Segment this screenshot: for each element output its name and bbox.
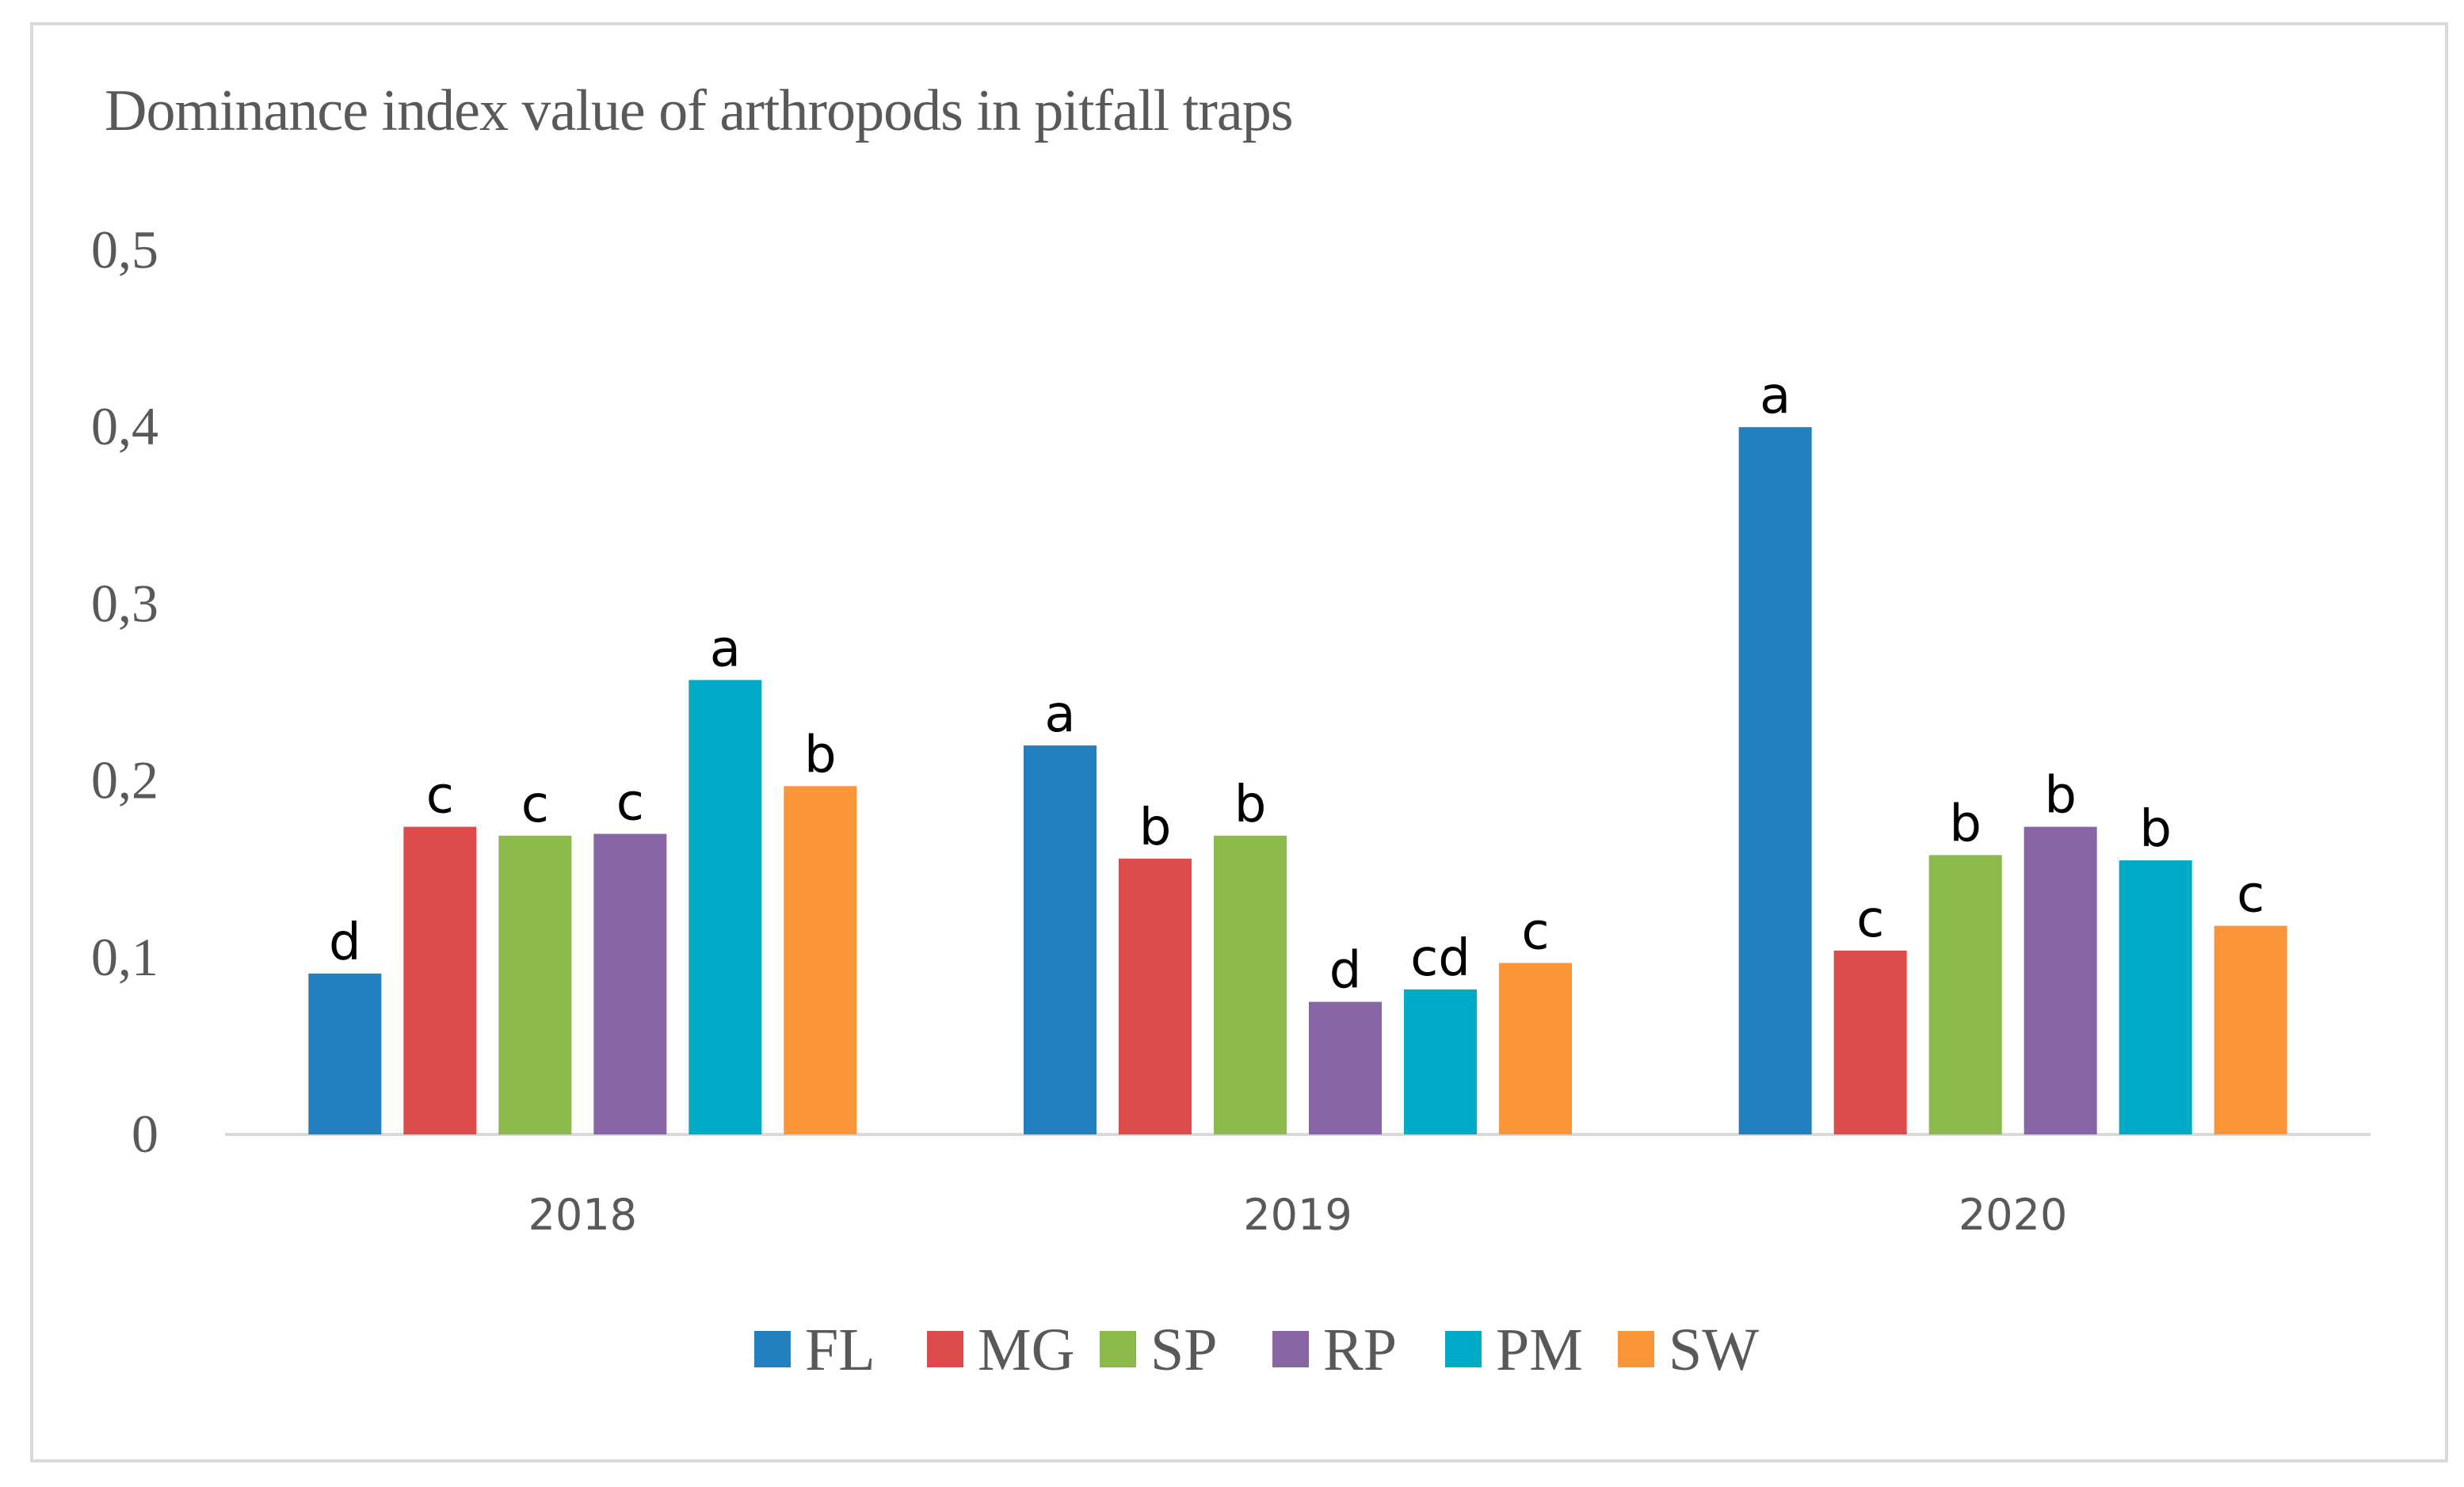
bar-rp-2020 [2023,826,2097,1134]
data-label: b [804,726,837,784]
x-tick-label: 2020 [1959,1190,2067,1240]
bar-fl-2020 [1738,427,1812,1134]
data-label: c [1856,890,1884,949]
data-label: d [1329,942,1362,1001]
y-tick-label: 0 [132,1104,158,1164]
bar-fl-2018 [308,973,382,1134]
x-tick-label: 2018 [528,1190,637,1240]
x-tick-label: 2019 [1243,1190,1352,1240]
data-label: d [329,913,361,972]
data-label: a [1760,367,1791,425]
bar-mg-2020 [1833,950,1907,1134]
data-label: b [2139,800,2172,859]
data-label: a [1044,685,1075,744]
data-label: b [1139,799,1172,857]
data-label: b [1949,795,1981,853]
legend-label-rp: RP [1323,1317,1397,1383]
chart-title: Dominance index value of arthropods in p… [105,78,1294,143]
bar-sw-2019 [1499,963,1572,1134]
bar-rp-2018 [593,833,667,1134]
bar-sp-2018 [498,835,572,1134]
legend-swatch-sw [1618,1331,1654,1367]
legend-label-fl: FL [805,1317,875,1383]
data-label: c [426,767,454,825]
legend-label-sp: SP [1150,1317,1218,1383]
data-label: c [521,776,549,834]
bar-mg-2018 [403,826,477,1134]
legend-label-pm: PM [1496,1317,1583,1383]
y-tick-label: 0,2 [91,750,158,810]
legend-swatch-fl [754,1331,791,1367]
bar-sp-2020 [1928,855,2002,1134]
bar-pm-2020 [2119,860,2192,1134]
bar-sw-2020 [2214,925,2287,1134]
bar-sw-2018 [784,786,857,1134]
legend-label-sw: SW [1669,1317,1759,1383]
y-tick-label: 0,5 [91,219,158,280]
bar-rp-2019 [1309,1001,1382,1134]
bar-fl-2019 [1024,745,1097,1134]
bar-sp-2019 [1214,835,1287,1134]
bar-mg-2019 [1119,858,1192,1134]
chart-frame [30,22,2448,1462]
y-tick-label: 0,3 [91,573,158,633]
bar-pm-2018 [688,680,762,1134]
legend-swatch-rp [1272,1331,1309,1367]
data-label: c [2237,866,2264,925]
data-label: cd [1410,929,1470,988]
legend-swatch-mg [927,1331,963,1367]
data-label: c [616,774,644,833]
legend-label-mg: MG [978,1317,1074,1383]
legend-swatch-pm [1445,1331,1482,1367]
y-tick-label: 0,4 [91,396,158,456]
y-tick-label: 0,1 [91,927,158,987]
bar-pm-2019 [1404,989,1477,1134]
data-label: a [710,620,741,678]
data-label: c [1521,902,1549,961]
legend-swatch-sp [1100,1331,1136,1367]
data-label: b [2044,767,2077,825]
data-label: b [1234,776,1267,834]
